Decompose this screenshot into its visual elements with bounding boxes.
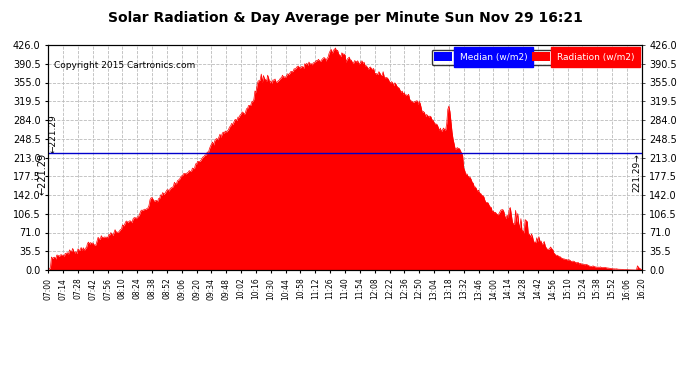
Text: ←221.29: ←221.29 bbox=[37, 153, 48, 195]
Text: ←221.29: ←221.29 bbox=[48, 114, 57, 153]
Legend: Median (w/m2), Radiation (w/m2): Median (w/m2), Radiation (w/m2) bbox=[431, 50, 637, 64]
Text: Solar Radiation & Day Average per Minute Sun Nov 29 16:21: Solar Radiation & Day Average per Minute… bbox=[108, 11, 582, 25]
Text: 221.29→: 221.29→ bbox=[633, 153, 642, 192]
Text: Copyright 2015 Cartronics.com: Copyright 2015 Cartronics.com bbox=[55, 61, 195, 70]
